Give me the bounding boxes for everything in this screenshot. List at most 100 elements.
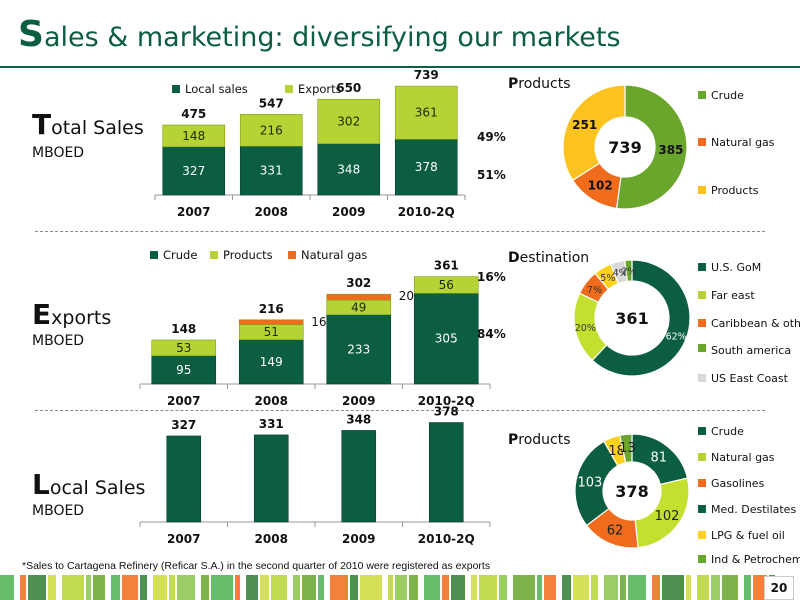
strip-segment — [271, 575, 287, 600]
pie-slice-label: 2% — [621, 267, 636, 278]
pie-center-label: 739 — [608, 138, 641, 157]
strip-segment — [544, 575, 556, 600]
legend-label: Products — [223, 248, 273, 262]
legend-label: LPG & fuel oil — [711, 529, 785, 542]
x-tick-label: 2010-2Q — [418, 394, 475, 408]
strip-segment — [177, 575, 195, 600]
legend-label: Caribbean & others — [711, 317, 800, 330]
bar-segment — [166, 435, 202, 523]
bar-value-label: 49 — [351, 300, 366, 314]
share-annotation: 16% — [477, 270, 506, 284]
section-separator — [35, 231, 765, 232]
legend-label: Gasolines — [711, 477, 765, 490]
strip-segment — [753, 575, 767, 600]
x-tick-label: 2010-2Q — [418, 532, 475, 546]
strip-segment — [722, 575, 738, 600]
bar-total-label: 327 — [171, 418, 196, 432]
legend-label: Crude — [711, 425, 744, 438]
strip-segment — [235, 575, 240, 600]
legend-label: U.S. GoM — [711, 261, 761, 274]
legend-swatch — [698, 505, 706, 513]
strip-segment — [360, 575, 382, 600]
strip-segment — [697, 575, 709, 600]
pie-slice-label: 5% — [600, 273, 615, 284]
bar-value-label: 331 — [260, 164, 283, 178]
legend-swatch — [698, 291, 706, 299]
strip-segment — [140, 575, 147, 600]
bar-segment — [239, 145, 303, 196]
products-top-header: Products — [508, 76, 571, 92]
strip-segment — [591, 575, 598, 600]
pie-slice-label: 103 — [577, 475, 602, 490]
strip-segment — [620, 575, 626, 600]
strip-segment — [350, 575, 358, 600]
pie-slice-label: 62 — [607, 524, 624, 539]
pie-slice-label: 7% — [587, 285, 602, 296]
strip-segment — [122, 575, 138, 600]
strip-segment — [409, 575, 418, 600]
legend-label: Ind & Petrochem — [711, 553, 800, 566]
pie-slice — [615, 84, 688, 210]
share-annotation: 84% — [477, 327, 506, 341]
legend-label: Far east — [711, 289, 755, 302]
x-tick-label: 2009 — [342, 532, 375, 546]
bar-segment — [151, 355, 217, 385]
bar-total-label: 739 — [414, 68, 439, 82]
strip-segment — [442, 575, 449, 600]
bar-value-label: 149 — [260, 355, 283, 369]
decorative-strip — [0, 575, 775, 600]
legend-swatch — [288, 251, 296, 259]
legend-swatch — [698, 453, 706, 461]
bar-segment — [162, 124, 226, 148]
destination-header: Destination — [508, 250, 590, 266]
pie-slice-label: 4% — [613, 268, 628, 279]
legend-swatch — [698, 263, 706, 271]
section-separator — [35, 410, 765, 411]
bar-segment — [239, 114, 303, 147]
strip-segment — [662, 575, 684, 600]
strip-segment — [169, 575, 175, 600]
pie-slice — [619, 433, 633, 464]
bar-value-label: 361 — [415, 106, 438, 120]
bar-value-label: 53 — [176, 341, 191, 355]
strip-segment — [211, 575, 233, 600]
bar-total-label: 361 — [434, 259, 459, 273]
legend-swatch — [698, 91, 706, 99]
bar-segment — [326, 293, 392, 301]
strip-segment — [0, 575, 14, 600]
strip-segment — [424, 575, 440, 600]
bar-segment — [253, 434, 289, 523]
bar-segment — [238, 339, 304, 385]
bar-total-label: 378 — [434, 405, 459, 419]
x-tick-label: 2010-2Q — [398, 205, 455, 219]
pie-slice-label: 385 — [658, 143, 683, 157]
strip-segment — [388, 575, 393, 600]
strip-segment — [652, 575, 660, 600]
legend-swatch — [698, 531, 706, 539]
legend-swatch — [698, 344, 706, 352]
legend-swatch — [698, 138, 706, 146]
bar-value-label: 302 — [337, 114, 360, 128]
strip-segment — [686, 575, 691, 600]
legend-swatch — [698, 186, 706, 194]
pie-slice — [634, 477, 690, 549]
bar-value-label: 51 — [264, 325, 279, 339]
bar-segment — [394, 85, 458, 140]
legend-label-exports: Exports — [298, 82, 342, 96]
x-tick-label: 2009 — [342, 394, 375, 408]
strip-segment — [302, 575, 316, 600]
strip-segment — [499, 575, 507, 600]
legend-label: US East Coast — [711, 372, 789, 385]
strip-segment — [513, 575, 535, 600]
share-annotation: 49% — [477, 130, 506, 144]
bar-value-label: 348 — [337, 162, 360, 176]
strip-segment — [330, 575, 348, 600]
x-tick-label: 2008 — [255, 394, 288, 408]
strip-segment — [48, 575, 56, 600]
bar-segment — [326, 314, 392, 385]
bar-total-label: 348 — [346, 412, 371, 426]
pie-slice-label: 81 — [650, 450, 667, 465]
pie-slice-label: 13 — [619, 441, 636, 456]
strip-segment — [318, 575, 324, 600]
bar-value-label: 378 — [415, 160, 438, 174]
